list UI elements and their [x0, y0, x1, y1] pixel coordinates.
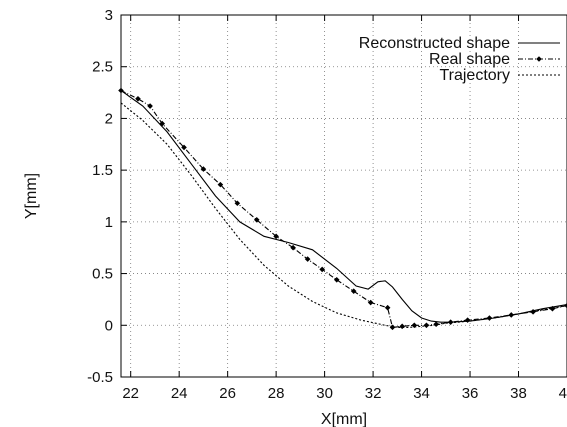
y-tick-label: 0.5 [92, 266, 113, 283]
data-point-marker [399, 323, 405, 330]
y-tick-label: 1 [105, 214, 113, 231]
y-tick-label: 1.5 [92, 162, 113, 179]
y-tick-label: -0.5 [87, 369, 113, 386]
y-tick-label: 0 [105, 317, 113, 334]
data-point-marker [350, 288, 357, 294]
tick-layer: 22 24 26 28 30 32 34 36 38 40 -0.5 0 0.5 1 1.5 2 2.5 3 [87, 7, 567, 402]
data-point-marker [290, 244, 296, 251]
data-point-marker [273, 233, 279, 240]
legend-marker [536, 56, 542, 62]
x-tick-label: 30 [316, 385, 333, 402]
data-point-marker [367, 299, 374, 306]
legend-label-1: Real shape [429, 51, 510, 68]
series-line-1 [120, 90, 567, 329]
data-point-marker [411, 322, 418, 329]
data-point-marker [181, 144, 187, 151]
data-point-marker [447, 319, 454, 325]
data-point-marker [234, 200, 241, 207]
y-tick-label: 3 [105, 7, 113, 24]
x-axis-label: X[mm] [321, 411, 367, 427]
x-tick-label: 38 [510, 385, 527, 402]
y-tick-label: 2.5 [92, 59, 113, 76]
x-tick-label: 32 [365, 385, 382, 402]
data-point-marker [333, 276, 340, 283]
data-point-marker [464, 317, 471, 323]
data-point-marker [118, 87, 124, 94]
data-point-marker [147, 103, 153, 109]
x-tick-label: 28 [268, 385, 285, 402]
legend-label-2: Trajectory [439, 67, 510, 84]
data-point-marker [384, 304, 391, 311]
x-tick-label: 36 [462, 385, 479, 402]
data-point-marker [200, 166, 207, 172]
grid-layer [121, 15, 567, 377]
series-line-2 [120, 102, 567, 328]
data-point-marker [304, 256, 311, 262]
data-point-marker [389, 324, 396, 331]
x-tick-label: 26 [219, 385, 236, 402]
data-point-marker [486, 315, 493, 321]
data-point-marker [530, 309, 536, 315]
series-line-0 [120, 90, 567, 323]
data-point-marker [433, 321, 439, 328]
data-point-marker [159, 120, 166, 127]
legend-label-0: Reconstructed shape [359, 35, 510, 52]
x-tick-label: 34 [413, 385, 430, 402]
data-point-marker [319, 266, 325, 273]
y-axis-label: Y[mm] [23, 173, 40, 219]
data-point-marker [217, 181, 224, 188]
series-layer [118, 87, 567, 331]
x-tick-label: 40 [559, 385, 567, 402]
y-tick-label: 2 [105, 110, 113, 127]
x-tick-label: 24 [171, 385, 188, 402]
data-point-marker [135, 95, 141, 102]
x-tick-label: 22 [122, 385, 139, 402]
plot-frame [120, 14, 567, 378]
data-point-marker [423, 322, 430, 329]
data-point-marker [253, 216, 260, 223]
